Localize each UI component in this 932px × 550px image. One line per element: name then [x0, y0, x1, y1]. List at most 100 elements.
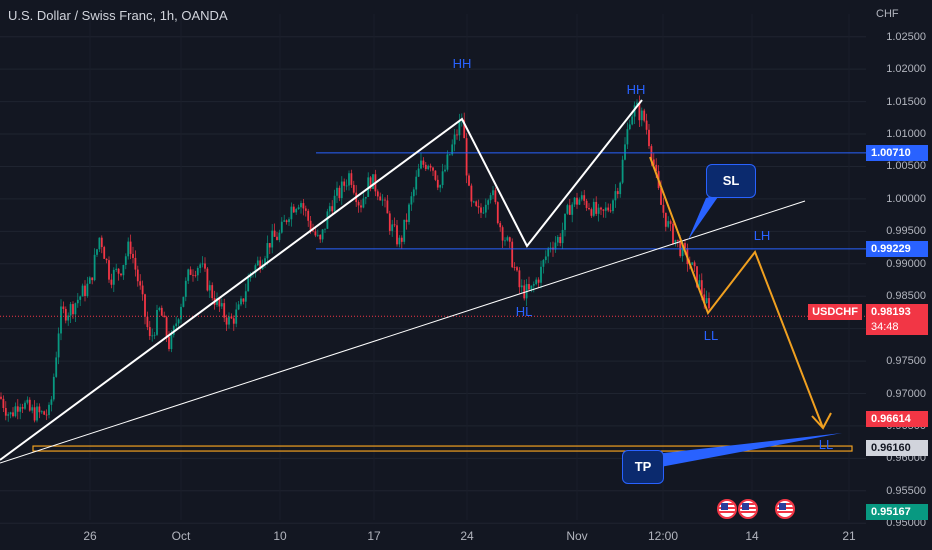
candle-body [105, 258, 108, 261]
candle-body [225, 317, 228, 325]
candle-body [88, 277, 91, 284]
price-tag: 1.00710 [866, 144, 928, 161]
candle-body [266, 243, 269, 259]
candle-body [705, 298, 708, 304]
candle-body [561, 229, 564, 244]
candle-body [703, 294, 706, 304]
candle-body [348, 173, 350, 186]
candle-body [588, 207, 590, 210]
candle-body [345, 185, 348, 187]
candle-body [448, 154, 451, 156]
candle-body [278, 232, 281, 240]
candle-body [360, 205, 362, 208]
candle-body [696, 266, 698, 287]
candle-body [393, 224, 396, 226]
candle-body [607, 207, 610, 211]
pattern-label-lh: LH [753, 228, 771, 243]
candle-body [132, 253, 134, 258]
price-axis-tick: 0.99000 [886, 257, 926, 270]
candle-body [508, 237, 511, 242]
candle-body [9, 412, 12, 415]
candle-body [616, 191, 619, 195]
candle-body [434, 170, 437, 180]
candle-body [16, 406, 19, 412]
candle-body [465, 138, 468, 176]
candle-body [648, 129, 650, 147]
candle-body [369, 177, 372, 189]
candle-body [595, 201, 598, 214]
candle-body [201, 263, 204, 265]
candle-body [499, 223, 502, 228]
candle-body [422, 160, 425, 165]
candle-body [216, 298, 218, 305]
take-profit-callout[interactable]: TP [622, 450, 664, 484]
candle-body [139, 281, 142, 286]
candle-body [110, 279, 113, 285]
price-tag: 0.96160 [866, 439, 928, 456]
candle-body [566, 205, 569, 214]
candle-body [290, 206, 293, 220]
candle-body [477, 205, 480, 208]
candle-body [259, 260, 262, 270]
candle-body [559, 237, 562, 244]
candle-body [55, 357, 58, 377]
candle-body [45, 414, 48, 416]
candle-body [669, 221, 672, 224]
candle-body [542, 260, 545, 267]
candle-body [645, 120, 648, 130]
candle-body [400, 237, 403, 242]
candle-body [295, 209, 298, 213]
candle-body [76, 299, 79, 304]
currency-unit: CHF [876, 8, 899, 20]
candle-body [636, 102, 638, 106]
candle-body [391, 224, 394, 231]
candle-body [33, 407, 36, 421]
candle-body [57, 333, 60, 358]
candle-body [571, 204, 574, 215]
candle-body [573, 197, 576, 205]
candle-body [578, 199, 581, 205]
candle-body [314, 231, 317, 236]
candle-body [230, 316, 233, 319]
price-axis-tick: 1.02500 [886, 30, 926, 43]
us-economic-event-icon[interactable] [775, 499, 795, 519]
candle-body [2, 398, 5, 409]
horizontal-levels [0, 152, 866, 317]
candle-body [626, 129, 629, 145]
candle-body [681, 243, 684, 257]
candle-body [472, 201, 475, 203]
candle-body [532, 284, 535, 286]
candle-body [480, 207, 482, 213]
candle-body [482, 212, 485, 214]
candle-body [537, 279, 540, 283]
candle-body [331, 206, 334, 212]
candle-body [148, 327, 151, 337]
symbol-price-label: USDCHF [808, 304, 862, 320]
candle-body [513, 267, 516, 268]
us-economic-event-icon[interactable] [738, 499, 758, 519]
candle-body [129, 241, 132, 254]
candle-body [708, 298, 710, 309]
candle-body [115, 268, 118, 270]
candle-body [655, 164, 658, 172]
price-axis-tick: 1.00000 [886, 192, 926, 205]
candle-body [98, 237, 101, 250]
candle-body [319, 234, 322, 240]
pattern-label-hl: HL [515, 304, 533, 319]
candle-body [93, 254, 96, 281]
candle-body [693, 262, 696, 267]
candle-body [576, 197, 578, 205]
stop-loss-callout[interactable]: SL [706, 164, 756, 198]
us-economic-event-icon[interactable] [717, 499, 737, 519]
candlestick-series [0, 95, 710, 423]
candle-body [72, 304, 74, 315]
candle-body [624, 144, 626, 160]
candle-body [494, 190, 497, 203]
chart-title: U.S. Dollar / Swiss Franc, 1h, OANDA [8, 8, 228, 23]
candle-body [580, 195, 583, 200]
candle-body [446, 154, 449, 170]
candle-body [36, 406, 38, 421]
candle-body [19, 407, 22, 412]
candle-body [432, 167, 434, 171]
